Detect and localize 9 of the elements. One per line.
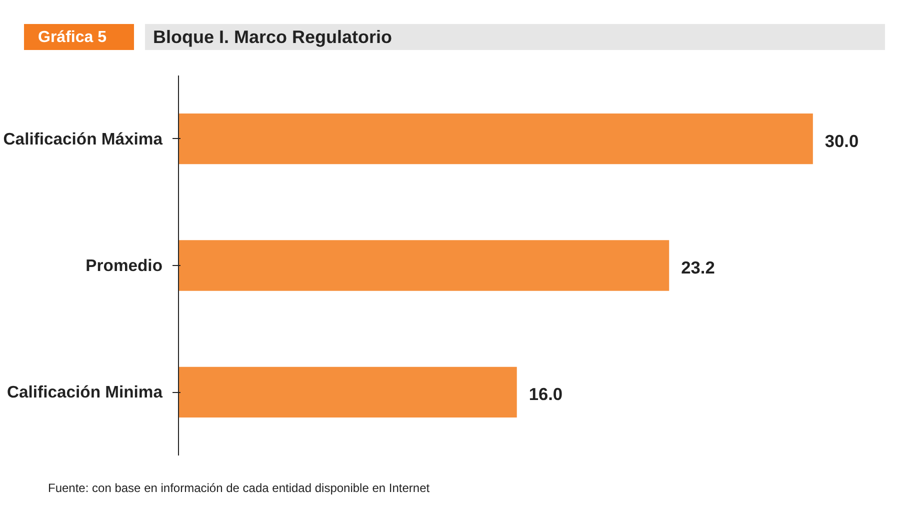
y-tick-label: Calificación Minima (7, 382, 164, 402)
chart-subtitle: Gráfica 5 (38, 28, 106, 48)
y-tick-label: Promedio (86, 256, 163, 275)
source-note: Fuente: con base en información de cada entidad disponible en Internet (48, 480, 430, 497)
data-label: 23.2 (681, 258, 715, 278)
y-tick-label: Calificación Máxima (3, 129, 164, 148)
data-label: 30.0 (824, 130, 859, 151)
data-label: 16.0 (528, 384, 563, 404)
chart-title: Bloque I. Marco Regulatorio (153, 26, 392, 49)
